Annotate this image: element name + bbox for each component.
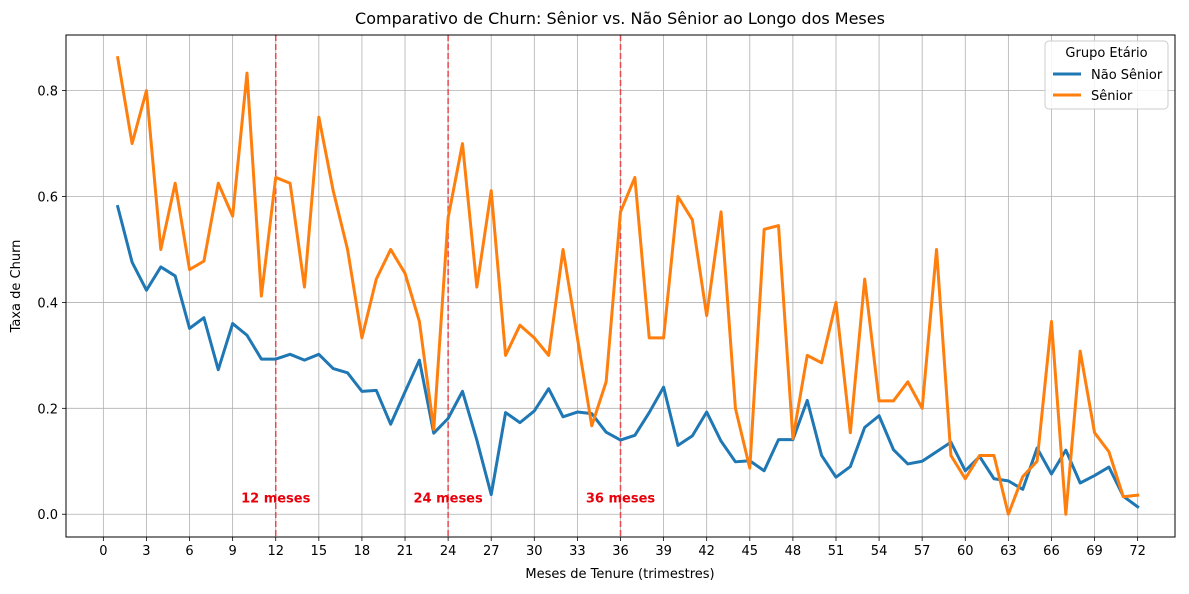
x-tick-label: 15	[311, 544, 328, 559]
x-tick-label: 39	[655, 544, 672, 559]
y-tick-label: 0.2	[37, 402, 58, 417]
reference-line-label: 24 meses	[413, 492, 483, 507]
chart-title: Comparativo de Churn: Sênior vs. Não Sên…	[355, 9, 885, 28]
series	[115, 56, 1140, 516]
x-tick-label: 6	[185, 544, 193, 559]
reference-line-label: 36 meses	[586, 492, 656, 507]
x-tick-label: 72	[1129, 544, 1146, 559]
x-tick-label: 0	[99, 544, 107, 559]
x-tick-label: 27	[483, 544, 500, 559]
x-tick-label: 57	[914, 544, 931, 559]
x-tick-label: 63	[1000, 544, 1017, 559]
series-line-0	[115, 204, 1140, 509]
x-tick-label: 42	[698, 544, 715, 559]
x-tick-label: 24	[440, 544, 457, 559]
y-tick-label: 0.0	[37, 508, 58, 523]
y-tick-label: 0.4	[37, 296, 58, 311]
legend-label: Sênior	[1091, 89, 1133, 104]
x-tick-label: 69	[1086, 544, 1103, 559]
x-tick-label: 48	[785, 544, 802, 559]
x-tick-label: 66	[1043, 544, 1060, 559]
legend: Grupo Etário Não Sênior Sênior	[1044, 40, 1169, 110]
x-tick-label: 3	[142, 544, 150, 559]
series-line-1	[115, 56, 1140, 516]
x-tick-label: 36	[612, 544, 629, 559]
x-tick-label: 51	[828, 544, 845, 559]
y-tick-label: 0.8	[37, 85, 58, 100]
legend-title: Grupo Etário	[1065, 46, 1147, 61]
x-tick-label: 60	[957, 544, 974, 559]
x-axis-label: Meses de Tenure (trimestres)	[525, 567, 714, 582]
annotations: 12 meses 24 meses 36 meses	[241, 492, 655, 507]
legend-box	[1044, 40, 1169, 110]
x-tick-label: 30	[526, 544, 543, 559]
reference-line-label: 12 meses	[241, 492, 311, 507]
x-tick-label: 21	[397, 544, 414, 559]
x-tick-label: 45	[742, 544, 759, 559]
x-tick-label: 12	[267, 544, 284, 559]
x-tick-label: 9	[228, 544, 236, 559]
axis-ticks: 0 3 6 9 12 15 18 21 24 27 30 33 36 39 42 45 48 51 54 57 60 63…	[37, 85, 1146, 559]
reference-lines	[274, 35, 622, 537]
x-tick-label: 54	[871, 544, 888, 559]
y-axis-label: Taxa de Churn	[9, 240, 24, 334]
x-tick-label: 33	[569, 544, 586, 559]
legend-label: Não Sênior	[1091, 68, 1163, 83]
x-tick-label: 18	[354, 544, 371, 559]
y-tick-label: 0.6	[37, 191, 58, 206]
